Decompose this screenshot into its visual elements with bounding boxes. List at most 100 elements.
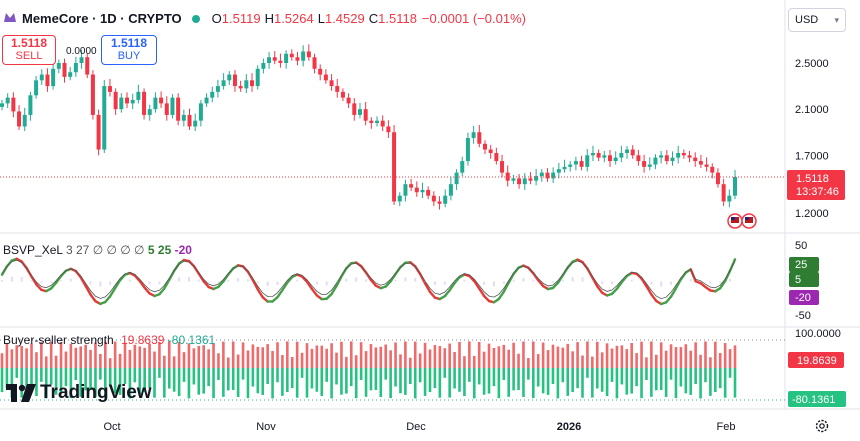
strength-buy-bar	[281, 355, 284, 368]
strength-buy-bar	[458, 341, 461, 368]
settings-gear-icon[interactable]	[814, 418, 830, 434]
strength-buy-bar	[443, 348, 447, 368]
candle-body	[181, 114, 186, 121]
oscillator-histogram-bar	[345, 278, 348, 282]
strength-sell-bar	[143, 368, 146, 393]
strength-buy-bar	[10, 349, 14, 368]
oscillator-line-segment	[497, 290, 505, 301]
oscillator-line-segment	[418, 272, 427, 285]
strength-sell-bar	[694, 368, 697, 385]
oscillator-histogram-bar	[40, 281, 43, 284]
candle-body	[278, 60, 283, 63]
price-tick-label: 2.1000	[795, 104, 829, 116]
strength-buy-bar	[177, 341, 181, 368]
oscillator-histogram-bar	[128, 279, 131, 282]
oscillator-line-segment	[133, 274, 141, 283]
strength-buy-bar	[49, 341, 53, 368]
strength-buy-bar	[448, 343, 451, 368]
candle-body	[289, 53, 294, 58]
strength-buy-bar	[320, 345, 324, 368]
strength-sell-bar	[384, 368, 388, 380]
strength-sell-bar	[615, 368, 619, 399]
candle-body	[562, 166, 567, 170]
strength-sell-bar	[399, 368, 402, 394]
strength-sell-bar	[684, 368, 688, 394]
candle-body	[250, 80, 255, 87]
strength-buy-bar	[202, 345, 205, 368]
strength-buy-bar	[271, 350, 274, 368]
candle-body	[170, 97, 175, 115]
strength-buy-bar	[428, 349, 432, 368]
strength-sell-bar	[15, 368, 19, 378]
strength-buy-bar	[374, 347, 378, 368]
oscillator-line-segment	[89, 293, 97, 303]
strength-buy-bar	[118, 353, 122, 368]
oscillator-histogram-bar	[670, 281, 673, 285]
strength-buy-bar	[423, 342, 427, 368]
strength-buy-bar	[69, 343, 73, 368]
strength-buy-bar	[404, 341, 407, 368]
oscillator-line-segment	[674, 278, 683, 290]
strength-buy-bar	[669, 344, 673, 368]
sell-button[interactable]: 1.5118 SELL	[2, 35, 56, 65]
candle-body	[312, 57, 317, 69]
strength-buy-badge	[788, 352, 844, 368]
strength-buy-bar	[286, 341, 289, 368]
strength-sell-bar	[458, 368, 461, 392]
strength-buy-bar	[640, 341, 643, 368]
strength-sell-bar	[625, 368, 629, 395]
strength-buy-bar	[44, 356, 48, 368]
low-label: L	[317, 11, 325, 26]
strength-buy-bar	[546, 350, 550, 368]
oscillator-value-badge	[789, 272, 819, 287]
candle-body	[119, 97, 124, 110]
strength-buy-bar	[566, 343, 570, 368]
oscillator-histogram-bar	[532, 279, 535, 282]
strength-buy-bar	[718, 353, 722, 368]
oscillator-value-3: -20	[174, 243, 192, 257]
candle-body	[221, 80, 226, 87]
candle-body	[96, 114, 101, 150]
strength-buy-bar	[541, 342, 545, 368]
strength-buy-bar	[187, 343, 191, 368]
strength-sell-value: -80.1361	[167, 333, 216, 347]
candle-body	[62, 63, 67, 77]
oscillator-histogram-bar	[266, 281, 269, 286]
oscillator-line-segment	[719, 279, 727, 290]
strength-sell-bar	[438, 368, 442, 398]
strength-sell-bar	[172, 368, 176, 392]
strength-buy-bar	[261, 347, 265, 368]
price-badge	[787, 170, 845, 201]
strength-buy-bar	[654, 354, 658, 368]
strength-buy-bar	[561, 347, 565, 368]
candle-body	[238, 86, 243, 89]
strength-sell-bar	[482, 368, 486, 395]
strength-sell-bar	[335, 368, 338, 385]
strength-sell-bar	[389, 368, 392, 399]
strength-sell-bar	[561, 368, 565, 383]
oscillator-histogram-bar	[217, 281, 220, 283]
strength-buy-bar	[709, 357, 712, 368]
candle-body	[448, 184, 453, 196]
candle-body	[534, 176, 539, 181]
symbol-title[interactable]: MemeCore · 1D · CRYPTO	[22, 11, 182, 26]
candle-body	[56, 63, 61, 69]
oscillator-legend[interactable]: BSVP_XeL 3 27 ∅ ∅ ∅ ∅ 5 25 -20	[3, 243, 192, 257]
strength-sell-bar	[64, 368, 68, 387]
strength-sell-bar	[99, 368, 102, 380]
strength-buy-bar	[714, 341, 717, 368]
strength-buy-bar	[148, 343, 151, 368]
strength-sell-bar	[413, 368, 417, 399]
strength-sell-bar	[404, 368, 407, 395]
candle-body	[198, 103, 203, 121]
strength-buy-bar	[438, 346, 442, 368]
strength-legend[interactable]: Buyer-seller strength 19.8639 -80.1361	[3, 333, 215, 347]
currency-select[interactable]: USD ▾	[788, 8, 846, 32]
candle-body	[517, 178, 522, 185]
strength-sell-bar	[25, 368, 28, 389]
strength-buy-bar	[197, 345, 201, 368]
buy-button[interactable]: 1.5118 BUY	[101, 35, 157, 65]
candle-body	[79, 57, 84, 63]
candle-body	[34, 80, 39, 96]
candle-body	[125, 97, 130, 104]
